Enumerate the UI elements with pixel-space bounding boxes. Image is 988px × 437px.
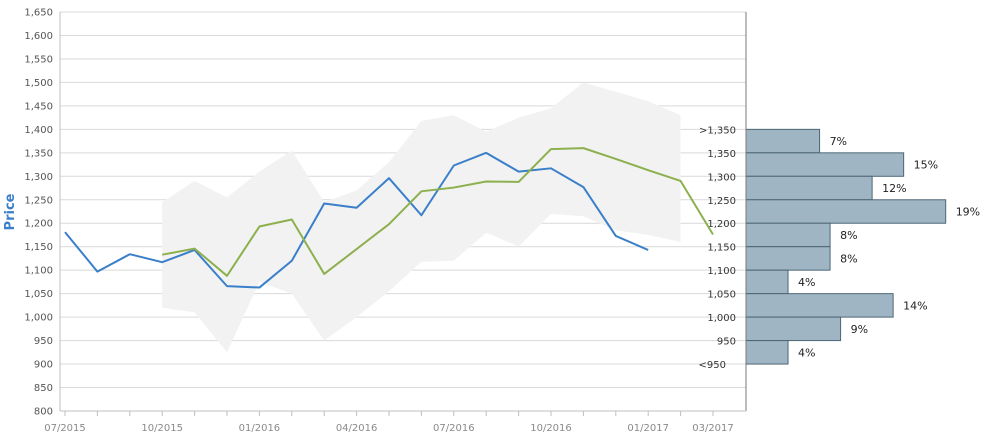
- series-line-green: [162, 147, 714, 277]
- y-tick-label: 900: [34, 360, 53, 371]
- histogram-percent-label: 12%: [882, 182, 906, 195]
- series-line-blue: [64, 151, 649, 289]
- price-distribution-histogram: 7% >1,350 15% 1,350 12% 1,300 19% 1,250 8% 1,200 8…: [699, 125, 981, 371]
- histogram-percent-label: 14%: [903, 299, 927, 312]
- y-tick-label: 1,300: [24, 172, 53, 183]
- histogram-bin-label: 1,000: [707, 313, 736, 324]
- price-series-lines: [64, 147, 714, 289]
- x-tick-label: 04/2016: [336, 423, 378, 434]
- x-tick-label: 01/2016: [239, 423, 281, 434]
- histogram-percent-label: 7%: [830, 135, 847, 148]
- histogram-percent-label: 15%: [914, 159, 938, 172]
- y-axis-ticks: 800 850 900 950 1,000 1,050 1,100 1,150 1,200 1,2…: [24, 8, 53, 418]
- x-tick-label: 07/2015: [44, 423, 86, 434]
- histogram-bin-label: 1,100: [707, 266, 736, 277]
- y-tick-label: 1,000: [24, 313, 53, 324]
- y-axis-title: Price: [3, 193, 18, 230]
- histogram-percent-label: 19%: [956, 206, 980, 219]
- y-tick-label: 1,200: [24, 219, 53, 230]
- histogram-percent-label: 9%: [851, 323, 868, 336]
- histogram-bar: [745, 222, 831, 248]
- x-tick-label: 03/2017: [692, 423, 734, 434]
- x-tick-label: 07/2016: [433, 423, 475, 434]
- x-tick-label: 10/2015: [141, 423, 183, 434]
- y-tick-label: 1,150: [24, 242, 53, 253]
- histogram-bar: [745, 340, 789, 365]
- histogram-bin-label: 1,200: [707, 219, 736, 230]
- histogram-bin-label: 1,250: [707, 196, 736, 207]
- histogram-bar: [745, 246, 831, 271]
- histogram-bin-label: <950: [699, 360, 726, 371]
- y-tick-label: 1,600: [24, 31, 53, 42]
- histogram-bar: [745, 199, 947, 224]
- y-tick-label: 1,250: [24, 195, 53, 206]
- histogram-percent-label: 4%: [798, 276, 815, 289]
- histogram-bar: [745, 269, 789, 295]
- y-tick-label: 1,500: [24, 78, 53, 89]
- histogram-bar: [745, 128, 821, 154]
- y-tick-label: 950: [34, 336, 53, 347]
- x-tick-label: 01/2017: [627, 423, 669, 434]
- histogram-bin-label: 1,150: [707, 243, 736, 254]
- histogram-bin-label: 950: [717, 337, 736, 348]
- y-tick-label: 1,100: [24, 266, 53, 277]
- y-tick-label: 850: [34, 383, 53, 394]
- y-tick-label: 1,050: [24, 289, 53, 300]
- y-tick-label: 1,400: [24, 125, 53, 136]
- y-tick-label: 1,550: [24, 54, 53, 65]
- y-tick-label: 1,650: [24, 8, 53, 19]
- histogram-bin-label: 1,350: [707, 149, 736, 160]
- histogram-bar: [745, 152, 905, 177]
- histogram-percent-label: 8%: [840, 252, 857, 265]
- y-tick-label: 1,450: [24, 101, 53, 112]
- histogram-percent-label: 4%: [798, 346, 815, 359]
- y-tick-label: 800: [34, 407, 53, 418]
- histogram-bar: [745, 293, 894, 318]
- histogram-bin-label: >1,350: [699, 125, 736, 136]
- histogram-bar: [745, 175, 873, 201]
- histogram-bar: [745, 316, 842, 342]
- x-tick-label: 10/2016: [530, 423, 572, 434]
- x-axis-ticks: 07/2015 10/2015 01/2016 04/2016 07/2016 10/20…: [44, 411, 734, 434]
- axes: [59, 12, 747, 412]
- y-tick-label: 1,350: [24, 148, 53, 159]
- histogram-percent-label: 8%: [840, 229, 857, 242]
- histogram-bin-label: 1,050: [707, 290, 736, 301]
- histogram-bin-label: 1,300: [707, 172, 736, 183]
